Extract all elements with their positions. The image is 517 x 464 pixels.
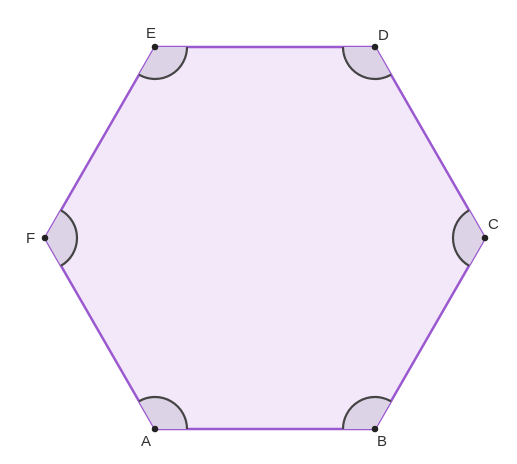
vertex-point-a bbox=[151, 425, 159, 433]
angle-arc-a bbox=[138, 395, 189, 430]
vertex-points bbox=[41, 43, 489, 433]
vertex-labels: A B C D E F bbox=[26, 25, 499, 450]
vertex-label-d: D bbox=[378, 27, 389, 44]
hexagon-polygon bbox=[43, 45, 487, 431]
angle-arc-b bbox=[341, 395, 392, 430]
vertex-label-c: C bbox=[488, 216, 499, 233]
vertex-point-e bbox=[151, 43, 159, 51]
vertex-label-b: B bbox=[377, 433, 387, 450]
angle-sector-f bbox=[45, 210, 77, 266]
vertex-point-c bbox=[481, 234, 489, 242]
angle-sector-c bbox=[453, 210, 485, 266]
vertex-label-f: F bbox=[26, 230, 35, 247]
angle-arc-d bbox=[341, 46, 392, 81]
vertex-point-f bbox=[41, 234, 49, 242]
vertex-point-b bbox=[371, 425, 379, 433]
angle-marks bbox=[45, 46, 485, 430]
vertex-label-e: E bbox=[146, 25, 156, 42]
vertex-label-a: A bbox=[141, 433, 151, 450]
angle-arc-f bbox=[60, 209, 79, 267]
angle-arc-c bbox=[451, 209, 470, 267]
vertex-point-d bbox=[371, 43, 379, 51]
angle-arc-e bbox=[138, 46, 189, 81]
